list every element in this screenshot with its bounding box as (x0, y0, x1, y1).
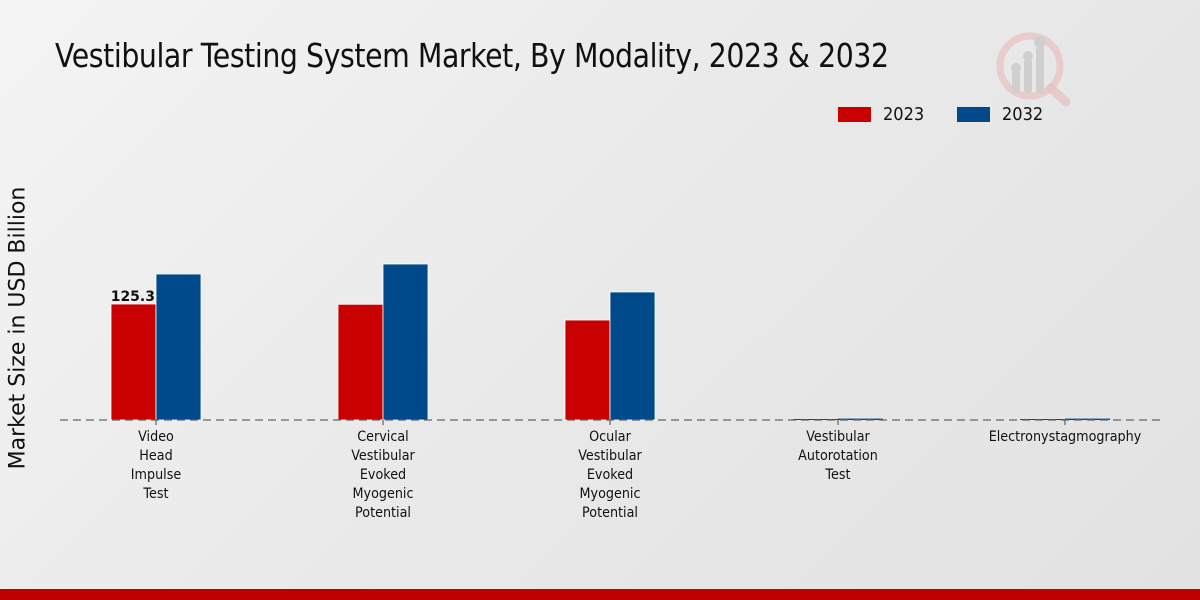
x-tick-label-line: Potential (582, 505, 638, 521)
x-tick-label-line: Potential (355, 505, 411, 521)
legend-label-2032: 2032 (1002, 104, 1044, 125)
x-tick-label-line: Video (138, 429, 174, 445)
x-tick-label-4: Electronystagmography (977, 428, 1153, 447)
x-tick-label-line: Evoked (586, 467, 634, 483)
x-tick-label-3: Vestibular Autorotation Test (750, 428, 926, 485)
x-tick-label-line: Cervical (357, 429, 409, 445)
x-tick-label-line: Vestibular (578, 448, 642, 464)
x-tick-label-line: Test (825, 467, 851, 483)
x-tick-label-line: Impulse (130, 467, 182, 483)
legend-swatch-2023 (838, 107, 871, 122)
x-tick-label-line: Myogenic (579, 486, 641, 502)
x-tick-label-line: Autorotation (798, 448, 878, 464)
bar-2023-0[interactable] (110, 303, 157, 421)
data-label-0: 125.3 (111, 289, 155, 305)
x-tick-label-line: Evoked (359, 467, 407, 483)
legend-item-2023[interactable]: 2023 (838, 104, 929, 125)
bar-2032-1[interactable] (382, 263, 429, 421)
x-tick-label-1: Cervical Vestibular Evoked Myogenic Potentia… (295, 428, 471, 523)
bar-2023-1[interactable] (337, 303, 384, 421)
x-tick-label-2: Ocular Vestibular Evoked Myogenic Potential (522, 428, 698, 523)
bar-2023-2[interactable] (564, 319, 611, 421)
bar-2032-3[interactable] (838, 418, 883, 420)
bar-2032-2[interactable] (609, 291, 656, 421)
legend-swatch-2032 (957, 107, 990, 122)
x-tick-label-line: Ocular (589, 429, 631, 445)
x-tick-label-line: Electronystagmography (988, 429, 1142, 445)
x-tick-label-line: Myogenic (352, 486, 414, 502)
legend-item-2032[interactable]: 2032 (957, 104, 1048, 125)
legend-label-2023: 2023 (883, 104, 925, 125)
bar-2032-0[interactable] (155, 273, 202, 421)
x-tick-label-line: Test (143, 486, 169, 502)
x-tick-label-0: Video Head Impulse Test (68, 428, 244, 504)
x-tick-label-line: Vestibular (351, 448, 415, 464)
analytics-magnifier-logo-icon (996, 32, 1071, 107)
chart-title: Vestibular Testing System Market, By Mod… (55, 36, 889, 75)
footer-bar (0, 589, 1200, 600)
x-tick-label-line: Head (139, 448, 173, 464)
x-tick-label-line: Vestibular (806, 429, 870, 445)
bar-2032-4[interactable] (1065, 418, 1110, 420)
